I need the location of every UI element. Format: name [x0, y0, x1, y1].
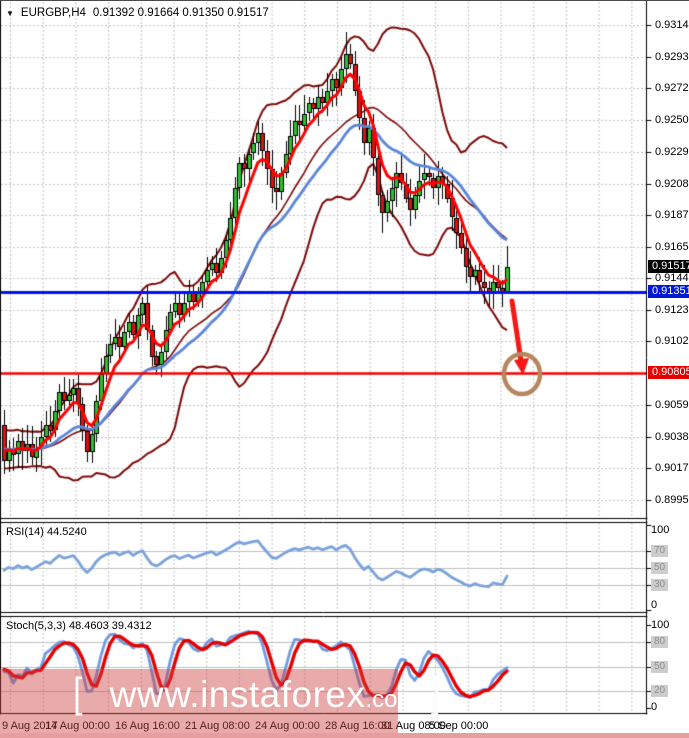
symbol-dropdown-icon[interactable]: ▼ — [6, 8, 14, 18]
